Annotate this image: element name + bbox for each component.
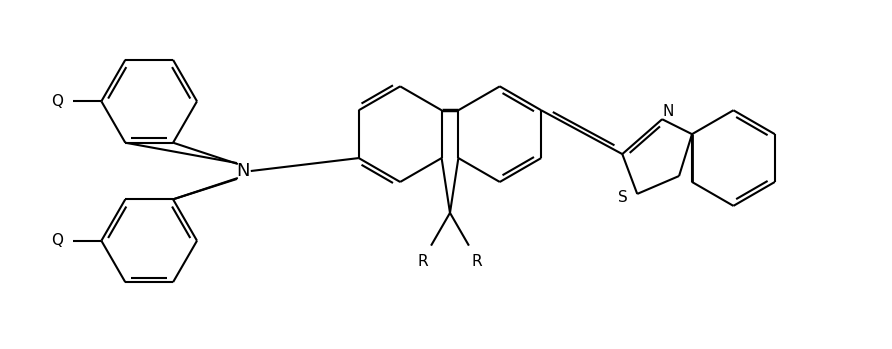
Text: Q: Q <box>52 233 63 248</box>
Text: R: R <box>472 254 483 269</box>
Text: R: R <box>417 254 428 269</box>
Text: N: N <box>663 104 673 119</box>
Text: Q: Q <box>52 94 63 109</box>
Text: N: N <box>236 162 250 180</box>
Text: S: S <box>618 191 628 206</box>
